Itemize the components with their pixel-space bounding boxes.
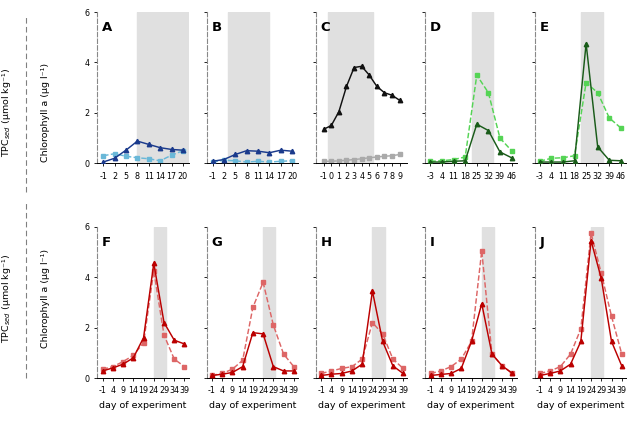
Bar xyxy=(263,227,276,378)
Text: A: A xyxy=(102,21,113,34)
Text: G: G xyxy=(211,236,222,249)
Bar xyxy=(372,227,385,378)
Bar xyxy=(228,12,269,163)
X-axis label: day of experiment: day of experiment xyxy=(537,401,624,410)
Text: B: B xyxy=(211,21,221,34)
Text: Chlorophyll a (μg l⁻¹): Chlorophyll a (μg l⁻¹) xyxy=(41,63,50,162)
Bar xyxy=(328,12,373,163)
Bar xyxy=(591,227,603,378)
X-axis label: day of experiment: day of experiment xyxy=(318,401,405,410)
Text: J: J xyxy=(539,236,544,249)
Text: TPC$_{sed}$ (μmol kg⁻¹): TPC$_{sed}$ (μmol kg⁻¹) xyxy=(0,254,13,343)
Text: C: C xyxy=(321,21,330,34)
Bar xyxy=(581,12,603,163)
Bar xyxy=(482,227,494,378)
Bar xyxy=(137,12,189,163)
Text: F: F xyxy=(102,236,111,249)
X-axis label: day of experiment: day of experiment xyxy=(99,401,187,410)
Text: TPC$_{sed}$ (μmol kg⁻¹): TPC$_{sed}$ (μmol kg⁻¹) xyxy=(0,68,13,157)
Text: Chlorophyll a (μg l⁻¹): Chlorophyll a (μg l⁻¹) xyxy=(41,248,50,348)
Text: I: I xyxy=(430,236,435,249)
X-axis label: day of experiment: day of experiment xyxy=(427,401,515,410)
Bar xyxy=(154,227,166,378)
Bar xyxy=(472,12,493,163)
Text: D: D xyxy=(430,21,441,34)
X-axis label: day of experiment: day of experiment xyxy=(209,401,296,410)
Text: E: E xyxy=(539,21,548,34)
Text: H: H xyxy=(321,236,332,249)
